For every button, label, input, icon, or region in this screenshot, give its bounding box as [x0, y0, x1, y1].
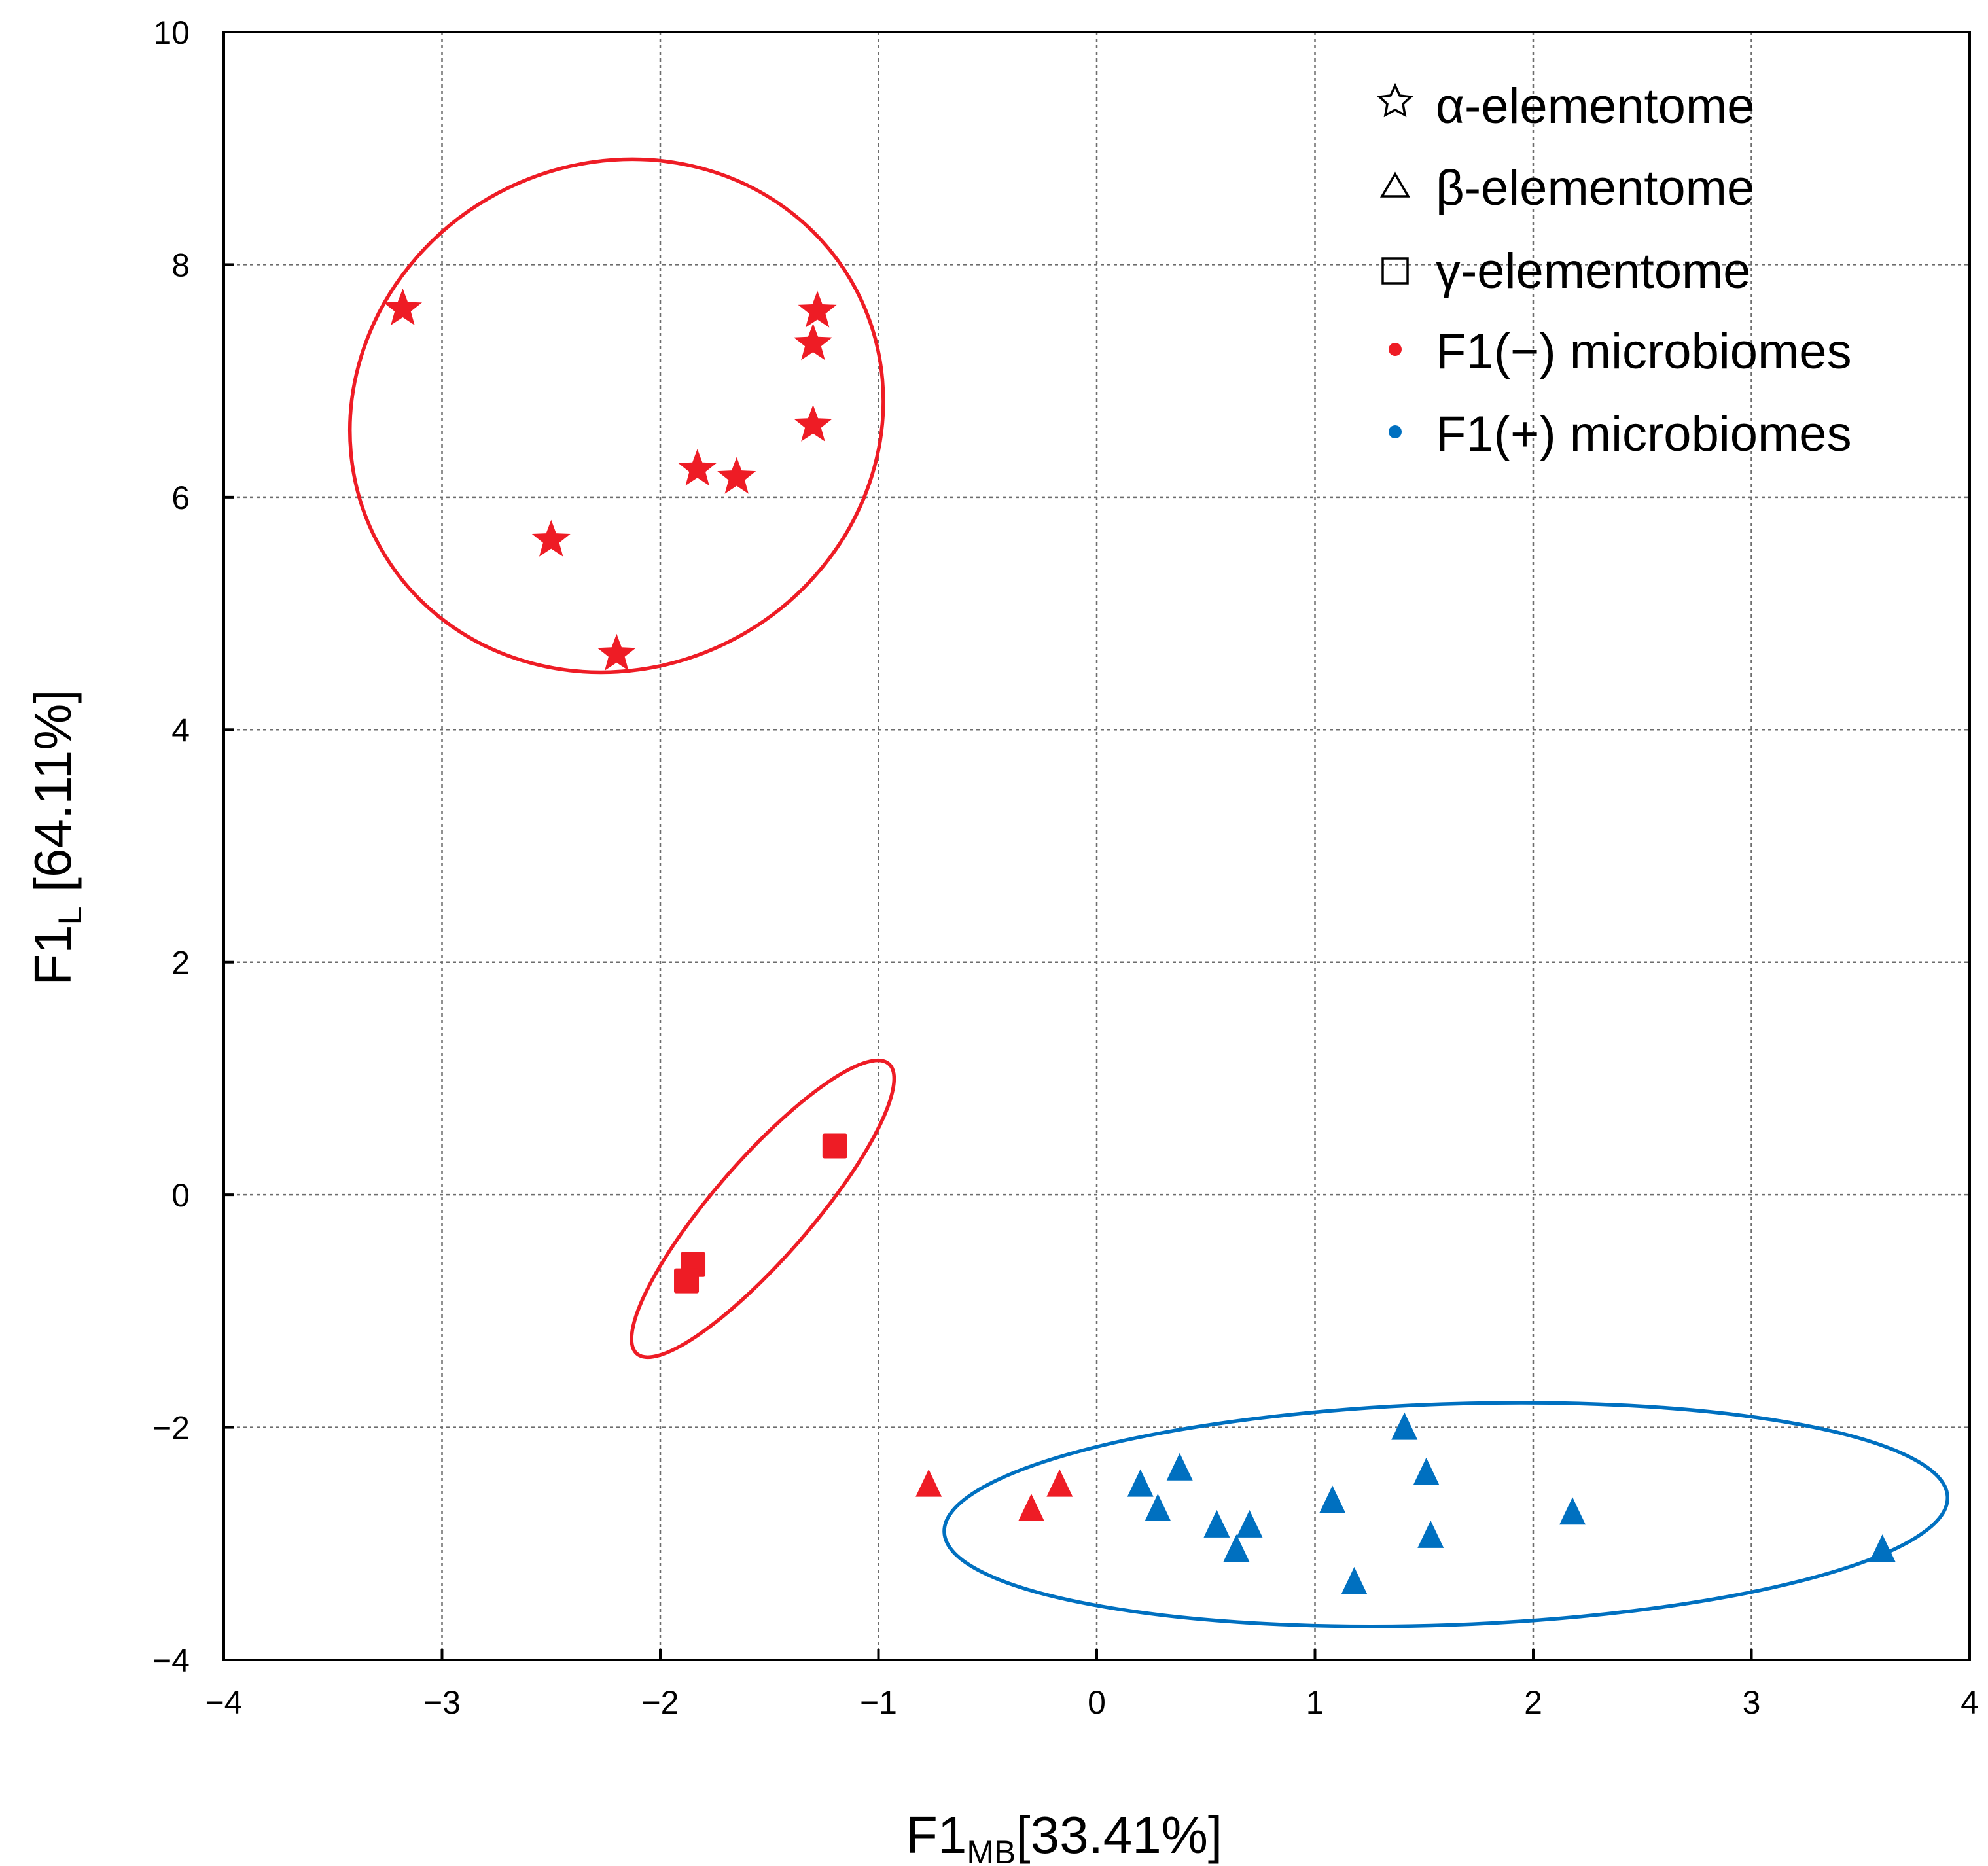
y-axis-title-sub: L	[52, 906, 88, 924]
star-point	[383, 289, 422, 325]
triangle-point	[1391, 1412, 1418, 1440]
legend-entry-alpha: α-elementome	[1377, 79, 1754, 134]
x-tick-labels: −4 −3 −2 −1 0 1 2 3 4	[205, 1684, 1978, 1721]
y-axis-title-tail: [64.11%]	[24, 689, 82, 906]
star-point	[678, 449, 717, 486]
y-tick-label: −4	[152, 1642, 190, 1679]
triangle-point	[1166, 1452, 1193, 1481]
grid	[224, 32, 1970, 1660]
x-axis-title-main: F1	[906, 1806, 967, 1864]
x-axis-title-sub: MB	[967, 1834, 1016, 1866]
cluster-ellipse	[630, 1058, 896, 1360]
x-axis-title: F1MB[33.41%]	[906, 1806, 1222, 1866]
cluster-ellipses	[347, 157, 1949, 1628]
axis-ticks	[222, 31, 1971, 1661]
blue-dot-icon	[1389, 425, 1402, 438]
triangle-point	[1559, 1497, 1586, 1525]
star-point	[531, 519, 571, 557]
triangle-outline-icon	[1379, 171, 1411, 198]
legend-label: α-elementome	[1436, 79, 1754, 134]
square-point	[822, 1133, 847, 1159]
x-tick-label: 1	[1306, 1684, 1324, 1721]
y-tick-label: 8	[171, 247, 190, 283]
x-axis-title-tail: [33.41%]	[1016, 1806, 1222, 1864]
legend-entry-gamma: γ-elementome	[1381, 243, 1751, 299]
triangle-point	[1223, 1534, 1250, 1562]
star-point	[798, 290, 837, 328]
cluster-ellipse	[347, 157, 885, 675]
x-tick-label: −1	[860, 1684, 897, 1721]
star-point	[794, 323, 832, 361]
x-tick-label: 2	[1524, 1684, 1542, 1721]
data-points	[383, 289, 1896, 1594]
star-outline-icon	[1377, 82, 1413, 118]
triangle-point	[1319, 1485, 1346, 1513]
legend-label: F1(−) microbiomes	[1436, 324, 1852, 379]
y-tick-label: −2	[152, 1410, 190, 1447]
triangle-point	[1127, 1469, 1154, 1497]
triangle-point	[915, 1469, 942, 1497]
y-tick-label: 4	[171, 712, 190, 748]
star-point	[794, 404, 832, 442]
legend: α-elementome β-elementome γ-elementome F…	[1377, 79, 1852, 462]
y-tick-labels: −4 −2 0 2 4 6 8 10	[152, 14, 190, 1679]
x-tick-label: −3	[423, 1684, 461, 1721]
triangle-point	[1145, 1493, 1171, 1521]
triangle-point	[1046, 1469, 1073, 1497]
triangle-point	[1417, 1520, 1444, 1548]
legend-entry-positive: F1(+) microbiomes	[1389, 406, 1852, 462]
x-tick-label: −4	[205, 1684, 242, 1721]
triangle-point	[1203, 1509, 1230, 1538]
x-tick-label: 0	[1088, 1684, 1106, 1721]
x-tick-label: 4	[1961, 1684, 1979, 1721]
triangle-point	[1413, 1457, 1440, 1485]
cluster-ellipse	[942, 1401, 1949, 1628]
x-tick-label: −2	[641, 1684, 679, 1721]
y-tick-label: 2	[171, 945, 190, 981]
y-axis-title: F1L [64.11%]	[24, 689, 88, 985]
star-point	[597, 633, 636, 671]
legend-label: F1(+) microbiomes	[1436, 406, 1852, 462]
red-dot-icon	[1389, 343, 1402, 356]
y-tick-label: 10	[153, 14, 190, 51]
square-outline-icon	[1381, 257, 1409, 285]
legend-label: β-elementome	[1436, 160, 1754, 216]
legend-entry-beta: β-elementome	[1379, 160, 1754, 216]
star-point	[717, 457, 756, 494]
y-axis-title-main: F1	[24, 924, 82, 985]
legend-entry-negative: F1(−) microbiomes	[1389, 324, 1852, 379]
y-tick-label: 6	[171, 480, 190, 516]
triangle-point	[1869, 1534, 1896, 1562]
triangle-point	[1018, 1493, 1044, 1521]
triangle-point	[1236, 1509, 1263, 1538]
square-point	[674, 1268, 700, 1294]
triangle-point	[1341, 1566, 1368, 1594]
x-tick-label: 3	[1743, 1684, 1761, 1721]
y-tick-label: 0	[171, 1177, 190, 1214]
legend-label: γ-elementome	[1436, 243, 1751, 299]
